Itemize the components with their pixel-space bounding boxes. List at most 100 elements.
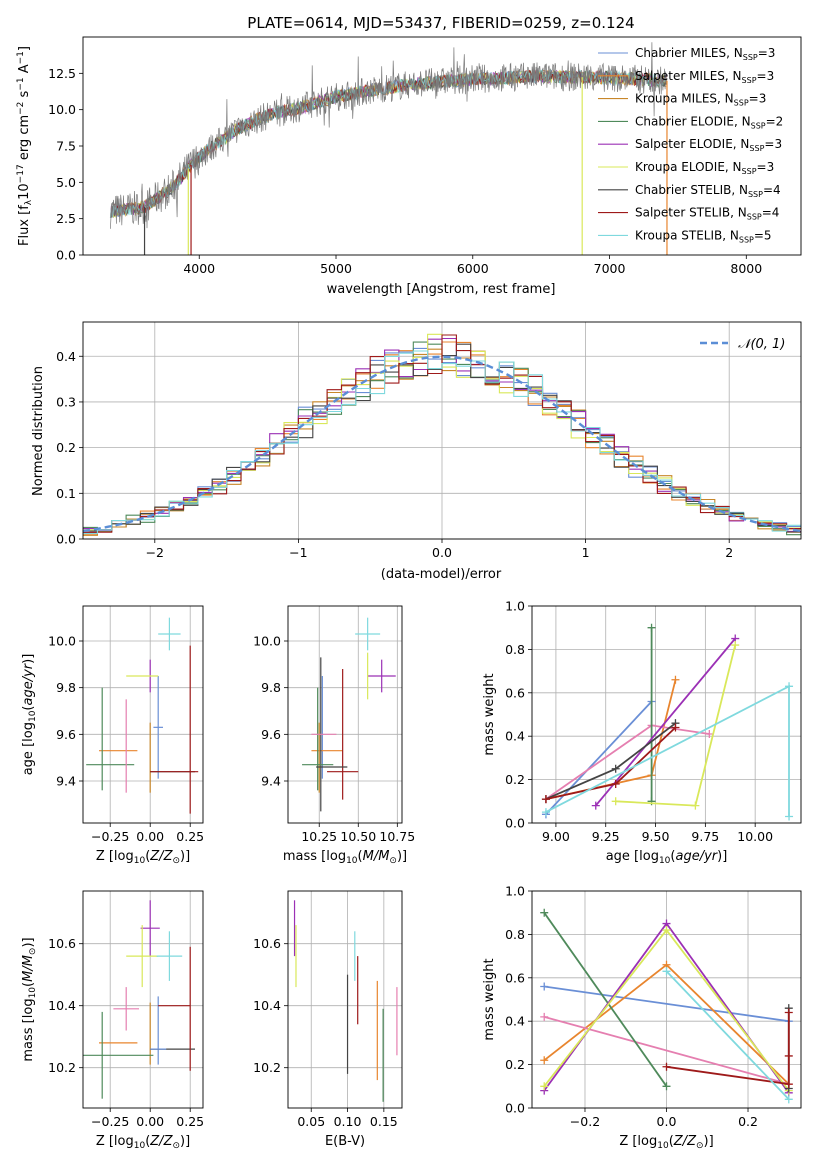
plus-marker (671, 723, 680, 732)
y-tick-label: 10.2 (253, 1060, 281, 1075)
plus-marker (691, 801, 700, 810)
x-tick-label: 10.50 (340, 829, 376, 844)
axes-frame (82, 321, 802, 540)
y-tick-label: 2.5 (56, 211, 76, 226)
y-tick-label: 10.2 (48, 1060, 76, 1075)
y-axis-label: Flux [fλ10−17 erg cm−2 s−1 A−1] (16, 46, 34, 246)
x-tick-label: −0.25 (91, 829, 129, 844)
x-tick-label: 2 (725, 545, 733, 560)
errorbar-point (126, 925, 159, 988)
x-tick-label: 9.25 (592, 829, 620, 844)
plus-marker (611, 764, 620, 773)
plus-marker (671, 675, 680, 684)
x-tick-label: 9.50 (642, 829, 670, 844)
axes-frame (82, 605, 204, 824)
x-axis-label: wavelength [Angstrom, rest frame] (327, 282, 556, 297)
plus-marker (662, 1082, 671, 1091)
histogram-step-line (83, 350, 801, 535)
x-axis-label: age [log10(age/yr)] (606, 849, 728, 866)
age-massweight-panel: 9.00 9.25 9.50 9.75 10.00 0.0 0.2 0.4 0.6 0.8 1.0 a… (482, 599, 802, 866)
line-plot-area (540, 908, 793, 1104)
y-axis-label: Normed distribution (31, 366, 46, 496)
axes-frame (287, 605, 403, 824)
x-tick-label: 1 (582, 545, 590, 560)
plus-marker (784, 1051, 793, 1060)
figure-title: PLATE=0614, MJD=53437, FIBERID=0259, z=0… (247, 14, 634, 32)
z-mass-panel: −0.25 0.00 0.25 10.2 10.4 10.6 Z [log10(Z/Z⊙)]… (21, 890, 204, 1151)
mass-weight-series (611, 641, 740, 810)
plus-marker (540, 982, 549, 991)
plus-marker (785, 812, 794, 821)
x-tick-label: 0.05 (297, 1114, 325, 1129)
plus-marker (662, 967, 671, 976)
plus-marker (591, 801, 600, 810)
plus-marker (540, 1012, 549, 1021)
y-tick-label: 9.4 (261, 774, 281, 789)
residual-histogram-panel: −2 −1 0.0 1 2 0.0 0.1 0.2 0.3 0.4 (data-model)/err… (31, 321, 802, 582)
mass-weight-series (541, 723, 680, 804)
legend-label: Kroupa STELIB, NSSP=5 (635, 228, 772, 244)
series-line (595, 637, 736, 807)
x-tick-label: 0.00 (136, 1114, 164, 1129)
legend-label: Salpeter STELIB, NSSP=4 (635, 206, 779, 222)
y-tick-label: 10.0 (48, 102, 76, 117)
plus-marker (731, 641, 740, 650)
axes-frame (531, 890, 802, 1109)
y-tick-label: 0.6 (505, 685, 525, 700)
x-tick-label: 0.00 (136, 829, 164, 844)
plus-marker (611, 797, 620, 806)
legend-label: Chabrier STELIB, NSSP=4 (635, 183, 781, 199)
errorbar-plot-area (86, 617, 199, 814)
x-tick-label: 7000 (594, 261, 626, 276)
histogram-plot-area (83, 333, 801, 536)
x-tick-label: −2 (146, 545, 164, 560)
y-tick-label: 0.2 (505, 772, 525, 787)
y-tick-label: 0.1 (56, 486, 76, 501)
x-tick-label: 0.2 (738, 1114, 758, 1129)
histogram-step-line (83, 334, 801, 533)
errorbar-point (153, 676, 163, 779)
mass-weight-series (647, 623, 656, 806)
plus-marker (541, 808, 550, 817)
y-tick-label: 1.0 (505, 599, 525, 614)
y-tick-label: 12.5 (48, 66, 76, 81)
x-axis-label: E(B-V) (325, 1134, 365, 1149)
errorbar-plot-area (293, 900, 398, 1102)
spectrum-panel: 4000 5000 6000 7000 8000 0.0 2.5 5.0 7.5 10.0 12.5… (16, 36, 802, 297)
ebv-mass-panel: 0.05 0.10 0.15 10.2 10.4 10.6 E(B-V) (253, 890, 403, 1149)
y-tick-label: 0.4 (505, 1014, 525, 1029)
mass-weight-series (541, 682, 794, 821)
observed-spectrum-line (110, 42, 668, 229)
series-line (543, 1016, 790, 1085)
y-tick-label: 0.2 (56, 440, 76, 455)
mass-weight-series (662, 967, 793, 1104)
errorbar-point (156, 931, 183, 981)
y-tick-label: 0.4 (56, 349, 76, 364)
plus-marker (540, 1056, 549, 1065)
y-tick-label: 7.5 (56, 139, 76, 154)
normal-distribution-curve (83, 355, 801, 533)
mass-weight-series (540, 908, 671, 1091)
errorbar-plot-area (302, 617, 396, 812)
y-axis-label: mass weight (482, 958, 497, 1040)
y-tick-label: 10.4 (48, 998, 76, 1013)
errorbar-point (158, 617, 181, 651)
x-tick-label: −1 (289, 545, 307, 560)
y-tick-label: 0.8 (505, 927, 525, 942)
y-tick-label: 10.0 (253, 634, 281, 649)
x-axis-label: mass [log10(M/M⊙)] (283, 849, 407, 866)
x-tick-label: 0.25 (176, 829, 204, 844)
errorbar-point (367, 659, 396, 693)
series-line (544, 985, 789, 1023)
z-age-panel: −0.25 0.00 0.25 9.4 9.6 9.8 10.0 Z [log10(Z/Z⊙)… (21, 605, 204, 866)
series-line (545, 684, 790, 817)
y-tick-label: 1.0 (505, 884, 525, 899)
x-axis-label: Z [log10(Z/Z⊙)] (619, 1134, 713, 1151)
mass-weight-series (541, 697, 656, 819)
series-line (545, 679, 677, 800)
errorbar-point (355, 617, 381, 651)
legend-label: Salpeter ELODIE, NSSP=3 (635, 137, 782, 153)
plus-marker (540, 908, 549, 917)
plus-marker (647, 623, 656, 632)
errorbar-plot-area (83, 900, 195, 1099)
